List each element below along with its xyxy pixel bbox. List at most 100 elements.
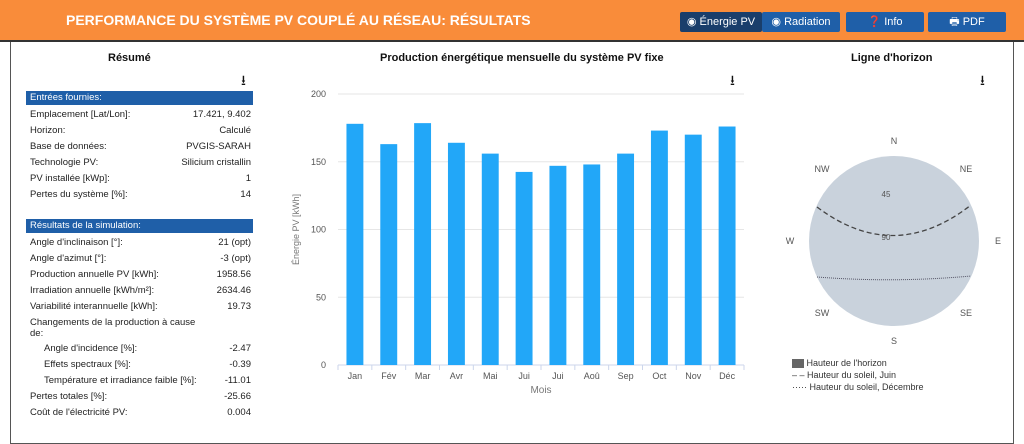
y-tick-label: 150: [311, 157, 326, 167]
row-label: Température et irradiance faible [%]:: [44, 375, 197, 386]
row-label: Pertes totales [%]:: [30, 391, 108, 402]
x-tick-label: Oct: [652, 371, 667, 381]
bar: [346, 123, 364, 365]
horizon-title: Ligne d'horizon: [851, 52, 933, 64]
row-value: 19.73: [227, 301, 251, 312]
bar: [414, 123, 432, 365]
x-tick-label: Aoû: [584, 371, 600, 381]
row-value: 17.421, 9.402: [192, 109, 251, 120]
row-value: -25.66: [224, 391, 251, 402]
bar: [481, 153, 499, 365]
row-value: -0.39: [229, 359, 251, 370]
compass-label: N: [891, 136, 898, 146]
row-label: Irradiation annuelle [kWh/m²]:: [30, 285, 155, 296]
print-icon: 🖶: [949, 16, 963, 28]
row-value: Silicium cristallin: [181, 157, 251, 168]
row-label: Angle d'inclinaison [°]:: [30, 237, 123, 248]
x-tick-label: Mai: [483, 371, 498, 381]
row-label: Angle d'azimut [°]:: [30, 253, 107, 264]
energy-pv-button[interactable]: ◉ Énergie PV: [680, 12, 762, 32]
summary-title: Résumé: [108, 52, 151, 64]
bar: [447, 142, 465, 365]
compass-label: NE: [960, 164, 973, 174]
table-row: Température et irradiance faible [%]: -11…: [26, 373, 253, 389]
section-header: Entrées fournies:: [26, 91, 253, 105]
legend-december: ····· Hauteur du soleil, Décembre: [792, 382, 924, 392]
table-row: Coût de l'électricité PV: 0.004: [26, 405, 253, 421]
compass-label: W: [786, 236, 795, 246]
row-value: 1: [245, 173, 251, 184]
row-value: -11.01: [224, 375, 251, 386]
row-value: 14: [240, 189, 251, 200]
monthly-energy-chart: 0 50 100 150 200 Jan Fév Mar Avr Mai Jui Jui Aoû Sep O…: [291, 89, 745, 396]
page-title: PERFORMANCE DU SYSTÈME PV COUPLÉ AU RÉSE…: [66, 12, 531, 28]
ring-label: 45: [882, 190, 891, 199]
bar: [684, 134, 702, 365]
legend-june: – – Hauteur du soleil, Juin: [792, 370, 897, 380]
pdf-button[interactable]: 🖶 PDF: [928, 12, 1006, 32]
table-row: Effets spectraux [%]: -0.39: [26, 357, 253, 373]
table-row: Production annuelle PV [kWh]: 1958.56: [26, 267, 253, 283]
info-button[interactable]: ❓ Info: [846, 12, 924, 32]
eye-icon: ◉: [771, 16, 785, 28]
table-row: Horizon: Calculé: [26, 123, 253, 139]
table-row: Angle d'inclinaison [°]: 21 (opt): [26, 235, 253, 251]
header-bar: PERFORMANCE DU SYSTÈME PV COUPLÉ AU RÉSE…: [0, 0, 1024, 42]
row-label: Angle d'incidence [%]:: [44, 343, 138, 354]
row-label: Pertes du système [%]:: [30, 189, 128, 200]
bar: [380, 144, 398, 365]
row-value: 21 (opt): [218, 237, 251, 248]
download-icon[interactable]: ⭳: [980, 72, 985, 88]
summary-table: Entrées fournies: Emplacement [Lat/Lon]: 1…: [26, 91, 253, 421]
compass-label: SW: [815, 308, 830, 318]
row-label: Changements de la production à cause de:: [30, 317, 196, 339]
bar: [718, 126, 736, 365]
bar: [549, 165, 567, 365]
row-label: Coût de l'électricité PV:: [30, 407, 128, 418]
row-label: Technologie PV:: [30, 157, 99, 168]
eye-icon: ◉: [686, 16, 700, 28]
bar: [650, 130, 668, 365]
x-tick-label: Sep: [618, 371, 634, 381]
bar: [515, 171, 533, 365]
row-value: -3 (opt): [220, 253, 251, 264]
bar: [617, 153, 635, 365]
radiation-button[interactable]: ◉ Radiation: [762, 12, 840, 32]
compass-label: SE: [960, 308, 972, 318]
compass-label: S: [891, 336, 897, 346]
table-row: Base de données: PVGIS-SARAH: [26, 139, 253, 155]
x-tick-label: Avr: [450, 371, 463, 381]
x-tick-label: Jan: [348, 371, 363, 381]
table-row: Angle d'incidence [%]: -2.47: [26, 341, 253, 357]
row-value: 2634.46: [216, 285, 251, 296]
row-label: Base de données:: [30, 141, 107, 152]
download-icon[interactable]: ⭳: [730, 72, 735, 88]
table-row: Variabilité interannuelle [kWh]: 19.73: [26, 299, 253, 315]
download-icon[interactable]: ⭳: [241, 72, 246, 88]
row-label: Effets spectraux [%]:: [44, 359, 131, 370]
info-icon: ❓: [867, 16, 885, 28]
table-row: Changements de la production à cause de:: [26, 315, 253, 341]
chart-title: Production énergétique mensuelle du syst…: [380, 52, 664, 64]
row-value: Calculé: [219, 125, 251, 136]
row-value: 0.004: [227, 407, 251, 418]
sun-path-june: [816, 204, 972, 237]
x-tick-label: Nov: [685, 371, 702, 381]
y-tick-label: 100: [311, 225, 326, 235]
table-row: Technologie PV: Silicium cristallin: [26, 155, 253, 171]
row-label: Variabilité interannuelle [kWh]:: [30, 301, 158, 312]
horizon-area: [809, 156, 979, 326]
row-label: Emplacement [Lat/Lon]:: [30, 109, 131, 120]
x-tick-label: Jui: [552, 371, 564, 381]
table-row: Irradiation annuelle [kWh/m²]: 2634.46: [26, 283, 253, 299]
table-row: PV installée [kWp]: 1: [26, 171, 253, 187]
table-row: Emplacement [Lat/Lon]: 17.421, 9.402: [26, 107, 253, 123]
row-label: Production annuelle PV [kWh]:: [30, 269, 159, 280]
x-tick-label: Déc: [719, 371, 736, 381]
row-label: PV installée [kWp]:: [30, 173, 110, 184]
x-tick-label: Mar: [415, 371, 431, 381]
x-tick-label: Jui: [518, 371, 530, 381]
compass-label: NW: [815, 164, 830, 174]
y-axis-label: Énergie PV [kWh]: [291, 194, 301, 265]
bar: [583, 164, 601, 365]
